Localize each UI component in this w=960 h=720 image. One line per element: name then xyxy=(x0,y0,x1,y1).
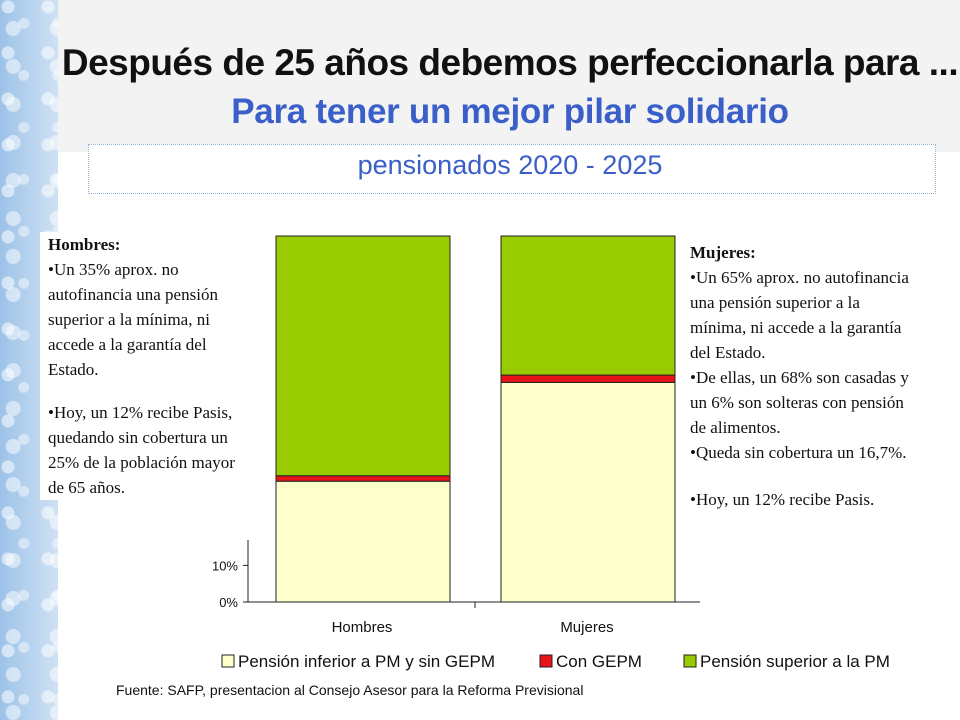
legend-label-2: Pensión superior a la PM xyxy=(700,652,890,671)
women-note-3: •Queda sin cobertura un 16,7%. xyxy=(690,443,907,462)
women-note-1: •Un 65% aprox. no autofinancia una pensi… xyxy=(690,268,909,362)
legend-label-1: Con GEPM xyxy=(556,652,642,671)
category-label-1: Mujeres xyxy=(560,619,613,636)
legend-swatch-2 xyxy=(683,654,697,668)
section-box xyxy=(88,144,936,194)
men-note-2: •Hoy, un 12% recibe Pasis, quedando sin … xyxy=(48,403,235,497)
chart-legend: Pensión inferior a PM y sin GEPM Con GEPM… xyxy=(221,652,890,671)
legend-label-0: Pensión inferior a PM y sin GEPM xyxy=(238,652,495,671)
women-note-4: •Hoy, un 12% recibe Pasis. xyxy=(690,490,875,509)
source-note: Fuente: SAFP, presentacion al Consejo As… xyxy=(116,682,584,698)
slide-title: Después de 25 años debemos perfeccionarl… xyxy=(61,42,959,83)
slide-subtitle: Para tener un mejor pilar solidario xyxy=(231,92,789,131)
x-axis-categories: Hombres Mujeres xyxy=(332,619,614,636)
spacer xyxy=(48,382,254,400)
spacer xyxy=(690,465,916,487)
section-label: pensionados 2020 - 2025 xyxy=(357,150,663,180)
bar-mujeres-series-1 xyxy=(500,374,676,383)
y-tick-label-0: 0% xyxy=(219,595,238,610)
women-note-2: •De ellas, un 68% son casadas y un 6% so… xyxy=(690,368,909,437)
men-notes-heading: Hombres: xyxy=(48,235,121,254)
bar-hombres-series-2 xyxy=(275,235,451,477)
bar-hombres-series-0 xyxy=(275,480,451,603)
legend-swatch-1 xyxy=(539,654,553,668)
bar-hombres-series-1 xyxy=(275,475,451,482)
bar-mujeres-series-0 xyxy=(500,381,676,603)
men-notes: Hombres: •Un 35% aprox. no autofinancia … xyxy=(40,232,254,500)
y-axis: 0% 10% xyxy=(212,540,700,610)
men-note-1: •Un 35% aprox. no autofinancia una pensi… xyxy=(48,260,218,379)
women-notes-heading: Mujeres: xyxy=(690,243,756,262)
legend-swatch-0 xyxy=(221,654,235,668)
y-tick-label-1: 10% xyxy=(212,558,238,573)
women-notes: Mujeres: •Un 65% aprox. no autofinancia … xyxy=(690,240,916,512)
bar-mujeres-series-2 xyxy=(500,235,676,376)
title-band xyxy=(58,0,960,152)
bars xyxy=(275,235,676,603)
category-label-0: Hombres xyxy=(332,619,393,636)
